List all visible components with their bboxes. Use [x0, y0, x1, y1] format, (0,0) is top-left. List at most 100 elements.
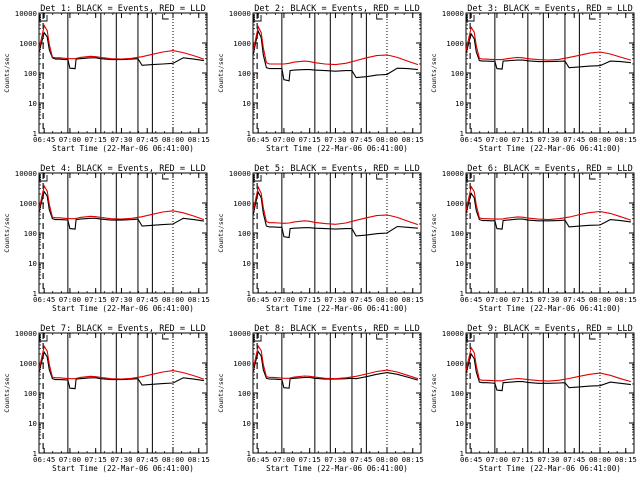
- y-tick-label: 1000: [19, 39, 37, 48]
- x-tick-label: 07:15: [85, 135, 107, 144]
- x-tick-label: 07:45: [136, 295, 158, 304]
- series-line-lld: [252, 25, 419, 66]
- y-tick-label: 1000: [19, 199, 37, 208]
- x-tick-label: 08:00: [589, 295, 611, 304]
- plot-frame: [252, 12, 422, 134]
- x-tick-label: 08:15: [402, 135, 424, 144]
- y-tick-label: 10000: [15, 9, 37, 18]
- x-tick-label: 07:15: [85, 295, 107, 304]
- x-tick-label: 07:15: [299, 455, 321, 464]
- x-tick-label: 08:00: [376, 295, 398, 304]
- y-tick-label: 10: [242, 419, 251, 428]
- x-axis-label: Start Time (22-Mar-06 06:41:00): [266, 464, 408, 473]
- x-axis-label: Start Time (22-Mar-06 06:41:00): [479, 304, 621, 313]
- y-tick-label: 100: [238, 229, 251, 238]
- x-tick-label: 08:15: [402, 455, 424, 464]
- x-tick-label: 07:45: [350, 135, 372, 144]
- x-tick-label: 08:15: [615, 295, 637, 304]
- y-tick-label: 1000: [233, 39, 251, 48]
- y-axis-label: Counts/sec: [3, 53, 11, 92]
- x-tick-label: 07:30: [110, 455, 132, 464]
- chart-title: Det 1: BLACK = Events, RED = LLD: [40, 4, 206, 14]
- top-marker: [253, 15, 262, 22]
- x-tick-label: 06:45: [460, 135, 482, 144]
- x-tick-label: 06:45: [247, 295, 269, 304]
- top-marker: [466, 335, 475, 342]
- x-tick-label: 07:00: [59, 455, 81, 464]
- x-tick-label: 07:15: [512, 455, 534, 464]
- plot-frame: [38, 172, 208, 294]
- x-tick-label: 07:30: [110, 295, 132, 304]
- x-axis-label: Start Time (22-Mar-06 06:41:00): [266, 304, 408, 313]
- x-tick-label: 07:45: [136, 455, 158, 464]
- y-axis-label: Counts/sec: [430, 373, 438, 412]
- x-tick-label: 08:15: [615, 135, 637, 144]
- series-line-events: [252, 29, 418, 82]
- chart-panel-det-2: 1 10 100 1000 10000 06:45 07:00 07:15 07:30 07:45…: [217, 4, 424, 153]
- y-tick-label: 1000: [233, 359, 251, 368]
- top-marker: [376, 14, 383, 20]
- y-tick-label: 10000: [229, 9, 251, 18]
- series-line-events: [465, 352, 631, 392]
- y-tick-label: 100: [451, 69, 464, 78]
- y-tick-label: 1000: [446, 39, 464, 48]
- y-tick-label: 1: [460, 449, 464, 458]
- plot-frame: [465, 172, 635, 294]
- x-tick-label: 07:15: [299, 135, 321, 144]
- top-marker: [376, 334, 383, 340]
- top-marker: [162, 334, 169, 340]
- y-tick-label: 100: [451, 229, 464, 238]
- y-tick-label: 10000: [442, 329, 464, 338]
- x-tick-label: 07:45: [563, 295, 585, 304]
- y-tick-label: 100: [238, 69, 251, 78]
- x-tick-label: 07:00: [59, 135, 81, 144]
- y-tick-label: 100: [451, 389, 464, 398]
- series-line-lld: [252, 344, 419, 380]
- series-line-lld: [38, 344, 205, 380]
- x-axis-label: Start Time (22-Mar-06 06:41:00): [52, 464, 194, 473]
- series-line-events: [252, 190, 418, 239]
- top-marker: [39, 15, 48, 22]
- y-axis-label: Counts/sec: [3, 213, 11, 252]
- y-tick-label: 10: [28, 419, 37, 428]
- chart-panel-det-5: 1 10 100 1000 10000 06:45 07:00 07:15 07:30 07:45…: [217, 164, 424, 313]
- chart-panel-det-3: 1 10 100 1000 10000 06:45 07:00 07:15 07:30 07:45…: [430, 4, 637, 153]
- x-tick-label: 07:15: [299, 295, 321, 304]
- x-tick-label: 08:00: [376, 135, 398, 144]
- x-tick-label: 07:30: [537, 135, 559, 144]
- y-tick-label: 10: [455, 99, 464, 108]
- y-tick-label: 1: [460, 129, 464, 138]
- x-axis-label: Start Time (22-Mar-06 06:41:00): [266, 144, 408, 153]
- x-tick-label: 07:30: [324, 135, 346, 144]
- y-tick-label: 1000: [446, 199, 464, 208]
- x-tick-label: 06:45: [460, 295, 482, 304]
- x-tick-label: 07:30: [537, 295, 559, 304]
- x-tick-label: 07:00: [486, 295, 508, 304]
- top-marker: [162, 174, 169, 180]
- x-tick-label: 06:45: [247, 455, 269, 464]
- x-tick-label: 07:30: [537, 455, 559, 464]
- y-tick-label: 10: [28, 259, 37, 268]
- y-tick-label: 1000: [19, 359, 37, 368]
- chart-title: Det 2: BLACK = Events, RED = LLD: [254, 4, 420, 14]
- plot-frame: [38, 332, 208, 454]
- y-axis-label: Counts/sec: [217, 213, 225, 252]
- x-tick-label: 06:45: [33, 455, 55, 464]
- series-line-lld: [38, 24, 205, 60]
- plot-frame: [38, 12, 208, 134]
- series-line-events: [252, 350, 419, 389]
- plot-frame: [465, 12, 635, 134]
- top-marker: [253, 335, 262, 342]
- chart-panel-det-7: 1 10 100 1000 10000 06:45 07:00 07:15 07:30 07:45…: [3, 324, 210, 473]
- chart-title: Det 4: BLACK = Events, RED = LLD: [40, 164, 206, 174]
- top-marker: [376, 174, 383, 180]
- x-tick-label: 08:15: [402, 295, 424, 304]
- top-marker: [589, 14, 596, 20]
- chart-title: Det 5: BLACK = Events, RED = LLD: [254, 164, 420, 174]
- x-tick-label: 06:45: [247, 135, 269, 144]
- x-tick-label: 08:00: [376, 455, 398, 464]
- y-tick-label: 10: [455, 419, 464, 428]
- chart-title: Det 9: BLACK = Events, RED = LLD: [467, 324, 633, 334]
- series-line-events: [38, 350, 204, 390]
